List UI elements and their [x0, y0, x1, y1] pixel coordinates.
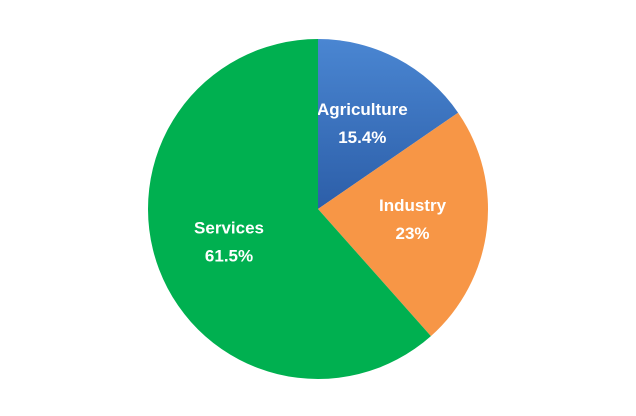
- slice-category-label: Industry: [379, 196, 447, 215]
- slice-value-label: 61.5%: [205, 246, 253, 265]
- pie-slice: [318, 39, 459, 209]
- slice-category-label: Agriculture: [317, 100, 408, 119]
- pie-slice: [318, 112, 488, 337]
- slice-value-label: 15.4%: [338, 128, 386, 147]
- slice-category-label: Services: [194, 218, 264, 237]
- pie-slice: [148, 39, 431, 379]
- slice-value-label: 23%: [395, 224, 429, 243]
